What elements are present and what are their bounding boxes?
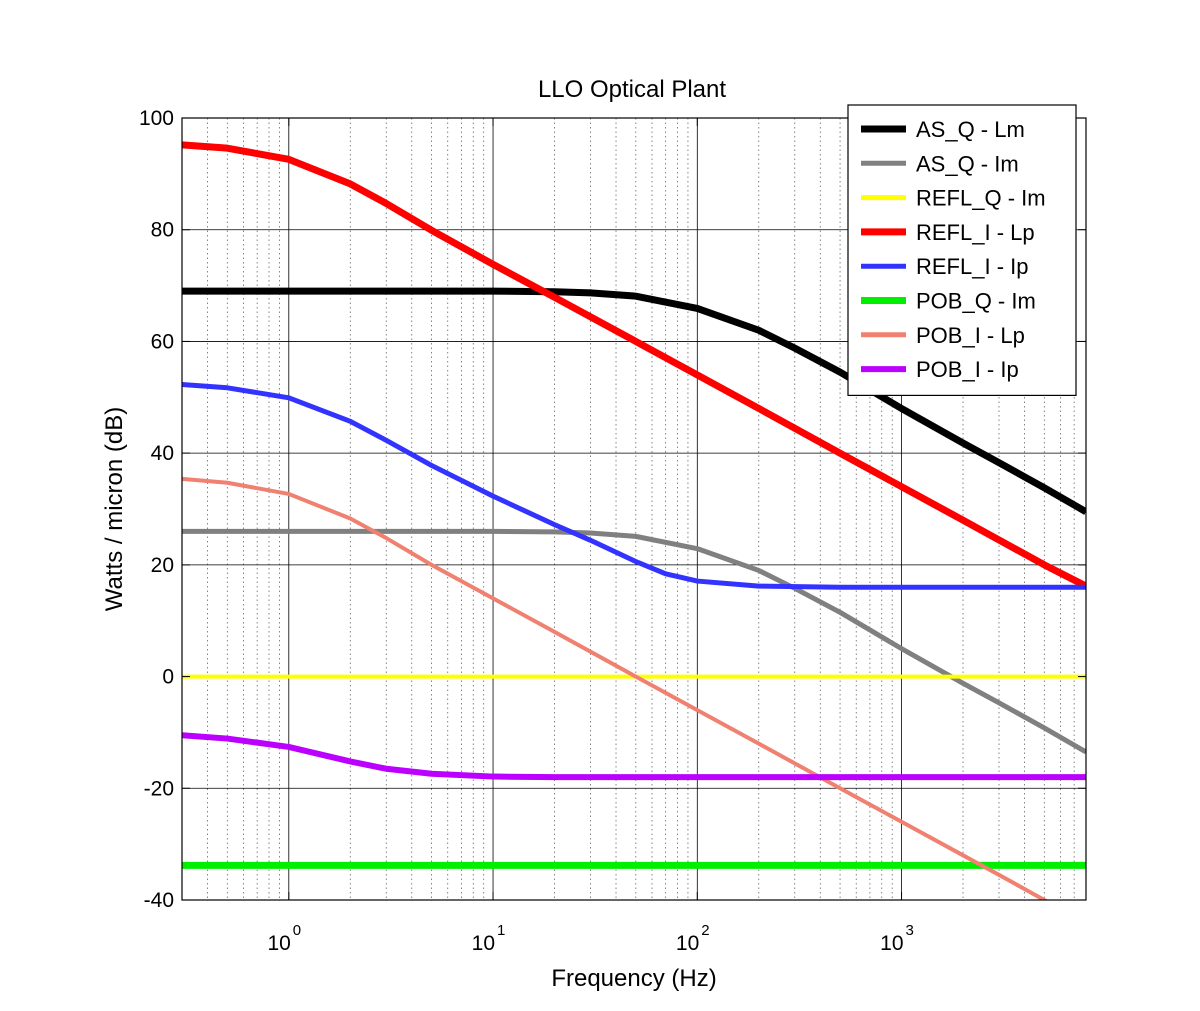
y-tick-label: -40 <box>144 889 174 912</box>
series-line <box>182 528 1086 755</box>
x-tick-label: 10 <box>676 932 699 955</box>
legend-entry: AS_Q - Lm <box>916 117 1025 142</box>
x-tick-exponent: 0 <box>293 922 301 939</box>
series-line <box>182 732 1086 781</box>
series-line <box>182 141 1086 590</box>
legend-entry: POB_I - Lp <box>916 323 1025 348</box>
legend-box <box>847 104 1077 396</box>
x-tick-exponent: 1 <box>497 922 505 939</box>
y-tick-label: 100 <box>139 107 174 130</box>
legend-entry: POB_Q - Im <box>916 289 1036 314</box>
legend-entry: AS_Q - Im <box>916 151 1019 176</box>
y-tick-label: 20 <box>151 554 174 577</box>
plot-frame <box>181 117 1087 901</box>
y-tick-label: 60 <box>151 330 174 353</box>
legend-entry: REFL_Q - Im <box>916 186 1046 211</box>
x-tick-exponent: 2 <box>701 922 709 939</box>
series-line <box>182 381 1086 590</box>
x-tick-exponent: 3 <box>906 922 914 939</box>
legend-entry: POB_I - Ip <box>916 357 1019 382</box>
x-axis-label: Frequency (Hz) <box>551 965 716 992</box>
y-axis-ticks: -40 -20 0 20 40 60 80 100 <box>139 107 1086 912</box>
y-tick-label: -20 <box>144 777 174 800</box>
y-tick-label: 80 <box>151 219 174 242</box>
y-axis-label: Watts / micron (dB) <box>101 407 128 611</box>
series-line <box>182 287 1086 515</box>
series-line <box>182 476 1049 900</box>
legend: AS_Q - Lm AS_Q - Im REFL_Q - Im REFL_I - Lp… <box>847 104 1077 396</box>
chart-title: LLO Optical Plant <box>538 76 726 103</box>
legend-entry: REFL_I - Ip <box>916 254 1028 279</box>
series-lines <box>182 141 1086 900</box>
x-tick-label: 10 <box>267 932 290 955</box>
legend-entry: REFL_I - Lp <box>916 220 1035 245</box>
x-tick-label: 10 <box>880 932 903 955</box>
y-tick-label: 0 <box>162 666 174 689</box>
x-tick-label: 10 <box>472 932 495 955</box>
y-tick-label: 40 <box>151 442 174 465</box>
